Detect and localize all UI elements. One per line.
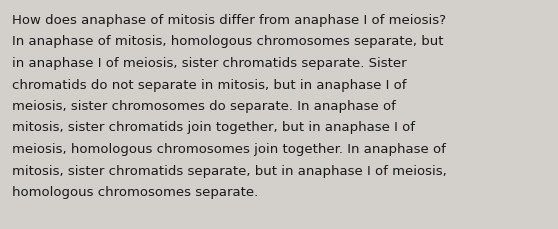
- Text: in anaphase I of meiosis, sister chromatids separate. Sister: in anaphase I of meiosis, sister chromat…: [12, 57, 407, 70]
- Text: In anaphase of mitosis, homologous chromosomes separate, but: In anaphase of mitosis, homologous chrom…: [12, 35, 444, 48]
- Text: meiosis, homologous chromosomes join together. In anaphase of: meiosis, homologous chromosomes join tog…: [12, 142, 446, 155]
- Text: mitosis, sister chromatids join together, but in anaphase I of: mitosis, sister chromatids join together…: [12, 121, 415, 134]
- Text: chromatids do not separate in mitosis, but in anaphase I of: chromatids do not separate in mitosis, b…: [12, 78, 406, 91]
- Text: mitosis, sister chromatids separate, but in anaphase I of meiosis,: mitosis, sister chromatids separate, but…: [12, 164, 447, 177]
- Text: meiosis, sister chromosomes do separate. In anaphase of: meiosis, sister chromosomes do separate.…: [12, 100, 396, 112]
- Text: How does anaphase of mitosis differ from anaphase I of meiosis?: How does anaphase of mitosis differ from…: [12, 14, 446, 27]
- Text: homologous chromosomes separate.: homologous chromosomes separate.: [12, 185, 258, 198]
